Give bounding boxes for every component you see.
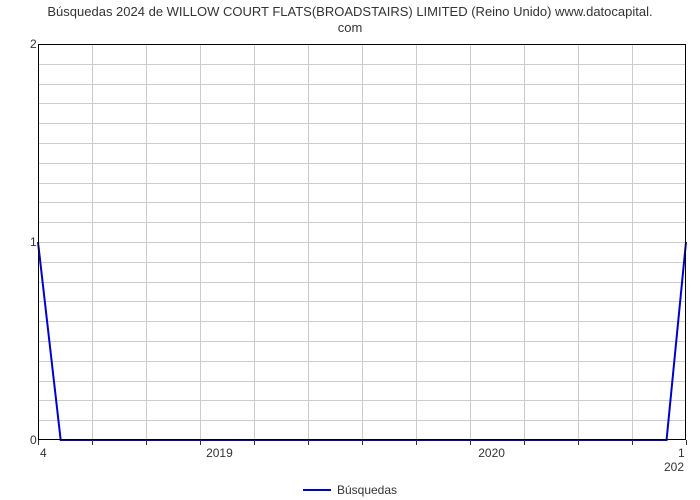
x-minor-tick: [524, 440, 525, 445]
x-minor-tick: [632, 440, 633, 445]
x-minor-tick: [38, 440, 39, 445]
x-minor-tick: [686, 440, 687, 445]
x-minor-tick: [146, 440, 147, 445]
corner-left-label: 4: [40, 446, 47, 460]
x-minor-tick: [362, 440, 363, 445]
corner-right-bottom-label: 202: [664, 460, 684, 474]
chart-title: Búsquedas 2024 de WILLOW COURT FLATS(BRO…: [0, 4, 700, 37]
x-minor-tick: [200, 440, 201, 445]
x-minor-tick: [92, 440, 93, 445]
x-minor-tick: [578, 440, 579, 445]
legend: Búsquedas: [0, 478, 700, 497]
legend-label: Búsquedas: [337, 483, 397, 497]
plot-area: [38, 44, 686, 440]
x-minor-tick: [470, 440, 471, 445]
x-minor-tick: [308, 440, 309, 445]
x-minor-tick: [254, 440, 255, 445]
x-minor-tick: [416, 440, 417, 445]
chart-title-line2: com: [338, 20, 363, 35]
chart-title-line1: Búsquedas 2024 de WILLOW COURT FLATS(BRO…: [47, 4, 652, 19]
legend-item: Búsquedas: [303, 483, 397, 497]
corner-right-top-label: 1: [678, 446, 685, 460]
legend-line: [303, 489, 331, 491]
x-major-label: 2020: [478, 446, 505, 460]
chart-container: { "chart": { "type": "line", "title_line…: [0, 0, 700, 500]
plot-border: [38, 44, 686, 440]
x-major-label: 2019: [206, 446, 233, 460]
